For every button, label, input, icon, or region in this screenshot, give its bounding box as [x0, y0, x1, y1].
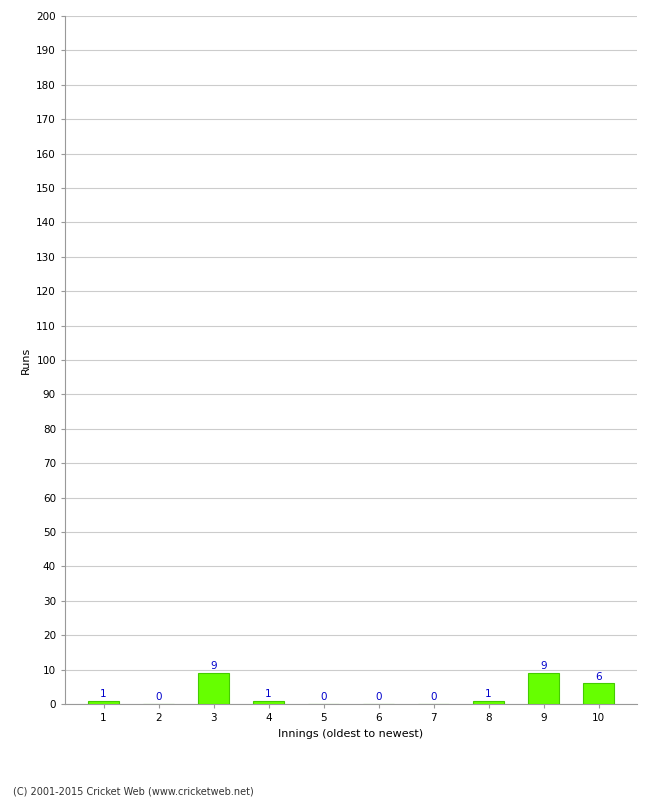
Text: 1: 1 — [265, 689, 272, 699]
Bar — [88, 701, 118, 704]
Bar — [254, 701, 283, 704]
Text: 1: 1 — [485, 689, 492, 699]
Y-axis label: Runs: Runs — [21, 346, 31, 374]
Text: 0: 0 — [375, 692, 382, 702]
Bar — [473, 701, 504, 704]
Text: 0: 0 — [155, 692, 162, 702]
Text: (C) 2001-2015 Cricket Web (www.cricketweb.net): (C) 2001-2015 Cricket Web (www.cricketwe… — [13, 786, 254, 796]
Text: 6: 6 — [595, 672, 602, 682]
Bar — [584, 683, 614, 704]
Bar — [198, 673, 229, 704]
Text: 9: 9 — [210, 662, 217, 671]
Bar — [528, 673, 558, 704]
Text: 9: 9 — [540, 662, 547, 671]
X-axis label: Innings (oldest to newest): Innings (oldest to newest) — [278, 729, 424, 738]
Text: 0: 0 — [320, 692, 327, 702]
Text: 1: 1 — [100, 689, 107, 699]
Text: 0: 0 — [430, 692, 437, 702]
